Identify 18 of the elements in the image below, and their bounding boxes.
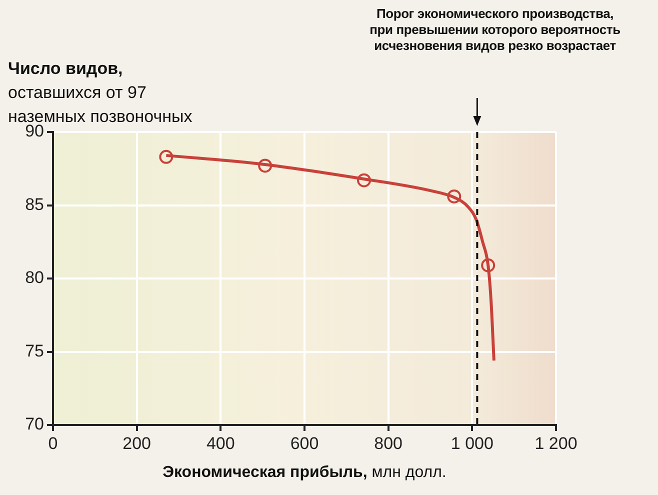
x-tick-label: 400: [206, 434, 235, 453]
x-tick-label: 1 000: [450, 434, 494, 453]
x-tick-label: 200: [122, 434, 152, 453]
x-tick-label: 600: [290, 434, 319, 453]
point: [159, 150, 174, 164]
point: [481, 258, 496, 272]
x-axis-title: Экономическая прибыль, млн долл.: [162, 464, 448, 482]
point: [357, 173, 372, 188]
point: [258, 158, 272, 173]
point: [447, 189, 462, 204]
x-tick-label: 800: [374, 434, 403, 453]
y-tick-label: 70: [25, 414, 44, 434]
y-tick-label: 80: [25, 268, 44, 288]
x-tick-label: 0: [48, 434, 58, 453]
ref-line-label: Порог экономического производства, при превышении которого вероятность исчезновения видов резко возрастает: [368, 6, 622, 54]
y-tick-label: 85: [25, 194, 44, 214]
y-tick-label: 75: [25, 341, 44, 360]
x-tick-label: 1 200: [534, 434, 578, 453]
